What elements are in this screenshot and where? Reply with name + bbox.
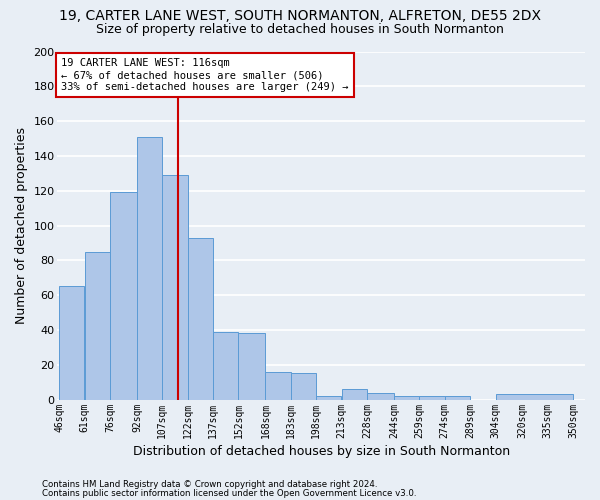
Bar <box>137 137 162 400</box>
Bar <box>188 238 213 400</box>
Bar <box>163 175 188 400</box>
X-axis label: Distribution of detached houses by size in South Normanton: Distribution of detached houses by size … <box>133 444 510 458</box>
Bar <box>367 392 394 400</box>
Text: Contains HM Land Registry data © Crown copyright and database right 2024.: Contains HM Land Registry data © Crown c… <box>42 480 377 489</box>
Bar <box>85 252 110 400</box>
Bar <box>445 396 470 400</box>
Bar <box>110 192 137 400</box>
Bar <box>238 334 265 400</box>
Bar <box>496 394 573 400</box>
Bar <box>291 374 316 400</box>
Bar <box>394 396 419 400</box>
Bar <box>341 389 367 400</box>
Text: 19, CARTER LANE WEST, SOUTH NORMANTON, ALFRETON, DE55 2DX: 19, CARTER LANE WEST, SOUTH NORMANTON, A… <box>59 9 541 23</box>
Bar <box>59 286 85 400</box>
Text: 19 CARTER LANE WEST: 116sqm
← 67% of detached houses are smaller (506)
33% of se: 19 CARTER LANE WEST: 116sqm ← 67% of det… <box>61 58 349 92</box>
Bar <box>316 396 341 400</box>
Text: Contains public sector information licensed under the Open Government Licence v3: Contains public sector information licen… <box>42 489 416 498</box>
Bar <box>213 332 238 400</box>
Bar <box>419 396 445 400</box>
Text: Size of property relative to detached houses in South Normanton: Size of property relative to detached ho… <box>96 22 504 36</box>
Y-axis label: Number of detached properties: Number of detached properties <box>15 127 28 324</box>
Bar <box>265 372 291 400</box>
